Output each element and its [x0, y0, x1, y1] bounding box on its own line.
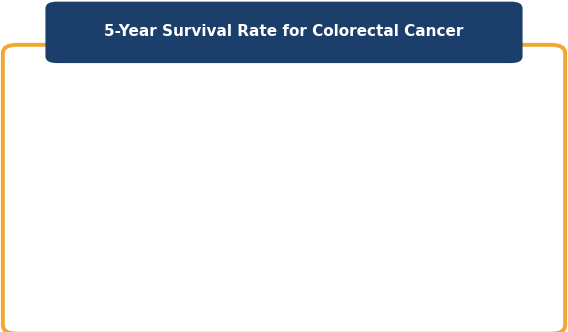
Bar	[108, 109, 166, 289]
Bar	[346, 219, 403, 289]
Text: 5-Year Survival Rate: 5-Year Survival Rate	[5, 114, 17, 248]
Bar	[465, 269, 522, 289]
FancyBboxPatch shape	[45, 2, 523, 63]
Text: by percentage: by percentage	[38, 153, 47, 209]
Text: 35-60%: 35-60%	[352, 173, 398, 183]
FancyBboxPatch shape	[3, 45, 565, 332]
Text: 5-Year Survival Rate for Colorectal Cancer: 5-Year Survival Rate for Colorectal Canc…	[105, 24, 463, 39]
Bar	[346, 169, 403, 219]
Text: 10%: 10%	[480, 273, 507, 283]
X-axis label: Stage At Which Cancer Is Detected: Stage At Which Cancer Is Detected	[193, 315, 438, 328]
Text: 90%: 90%	[124, 113, 151, 123]
Text: 60%: 60%	[243, 173, 269, 183]
Bar	[227, 169, 285, 289]
